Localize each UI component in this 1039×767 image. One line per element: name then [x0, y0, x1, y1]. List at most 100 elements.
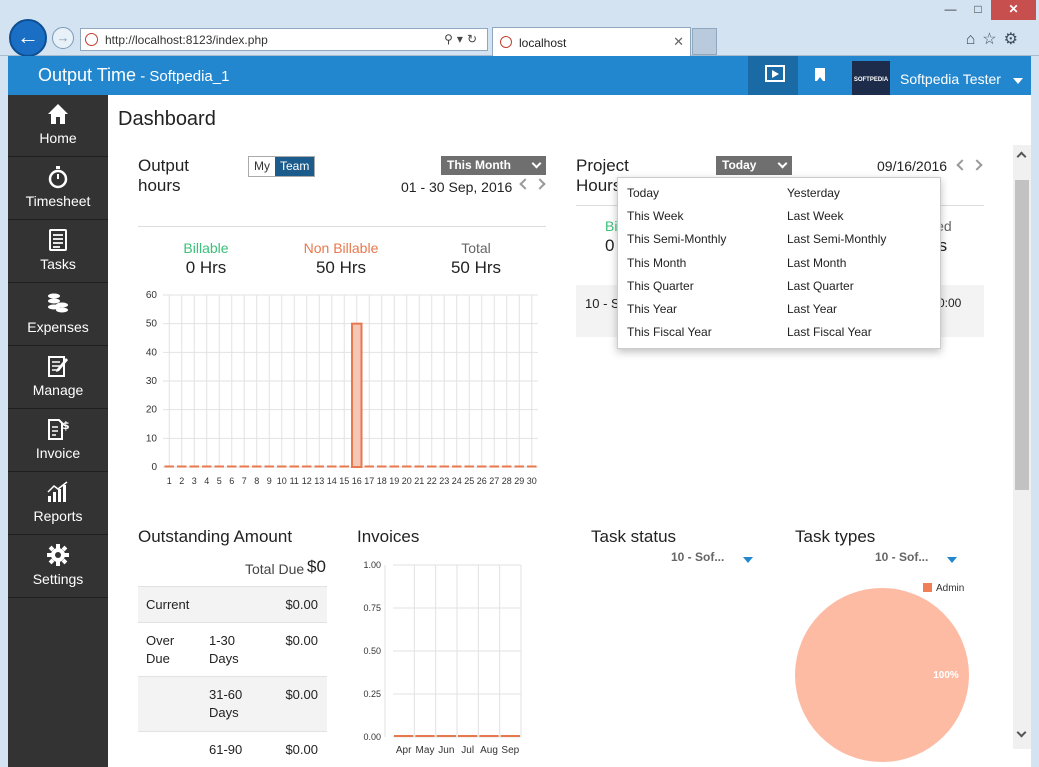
total-due-label: Total Due	[245, 561, 305, 577]
scroll-thumb[interactable]	[1015, 180, 1029, 490]
play-timer-button[interactable]	[748, 56, 798, 95]
app-header: Output Time - Softpedia_1 SOFTPEDIA Soft…	[8, 56, 1031, 99]
table-row: 31-60 Days $0.00	[138, 676, 327, 731]
x-tick-label: 25	[464, 476, 474, 486]
bar	[202, 465, 212, 468]
bar	[394, 735, 414, 737]
bar	[164, 465, 174, 468]
sidebar-item-invoice[interactable]: $ Invoice	[8, 410, 108, 472]
project-period-select[interactable]: Today	[716, 156, 792, 175]
menu-item-this-fiscal-year[interactable]: This Fiscal Year	[627, 325, 712, 339]
bar	[351, 322, 363, 468]
y-tick-label: 50	[146, 319, 158, 330]
avatar[interactable]: SOFTPEDIA	[852, 61, 890, 99]
bookmark-icon[interactable]	[815, 68, 825, 81]
next-day-icon[interactable]	[971, 159, 983, 171]
menu-item-this-quarter[interactable]: This Quarter	[627, 279, 694, 293]
menu-item-this-week[interactable]: This Week	[627, 209, 684, 223]
sidebar-item-expenses[interactable]: Expenses	[8, 284, 108, 346]
scroll-up-icon[interactable]	[1016, 151, 1027, 162]
output-period-select[interactable]: This Month	[441, 156, 546, 175]
user-name[interactable]: Softpedia Tester	[900, 71, 1001, 87]
table-row: Current $0.00	[138, 586, 327, 622]
browser-tab[interactable]: localhost ✕	[492, 27, 691, 56]
address-bar[interactable]: http://localhost:8123/index.php ⚲▾↻	[80, 28, 488, 51]
browser-toolbar-icons[interactable]: ⌂☆⚙	[965, 31, 1025, 48]
forward-button[interactable]: →	[52, 27, 74, 49]
sidebar-item-settings[interactable]: Settings	[8, 536, 108, 598]
address-tools-icon[interactable]: ⚲▾↻	[444, 32, 481, 46]
menu-item-last-fiscal-year[interactable]: Last Fiscal Year	[787, 325, 872, 339]
chevron-down-icon	[777, 158, 788, 169]
app-title[interactable]: Output Time - Softpedia_1	[38, 65, 229, 86]
sidebar-item-tasks[interactable]: Tasks	[8, 221, 108, 283]
minimize-icon[interactable]: —	[944, 2, 957, 16]
x-tick-label: 1	[167, 476, 172, 486]
menu-item-this-month[interactable]: This Month	[627, 256, 687, 270]
bar	[479, 735, 499, 737]
bar	[239, 465, 249, 468]
sidebar-item-home[interactable]: Home	[8, 95, 108, 157]
tab-close-icon[interactable]: ✕	[673, 34, 684, 49]
table-cell: $0.00	[285, 597, 318, 612]
bar	[227, 465, 237, 468]
user-menu-caret-icon[interactable]	[1013, 78, 1023, 84]
bar	[264, 465, 274, 468]
invoices-chart: 0.00 0.25 0.50 0.75 1.00 Apr May Jun Jul Aug Sep	[363, 560, 522, 756]
sidebar-item-reports[interactable]: Reports	[8, 473, 108, 535]
sidebar-item-manage[interactable]: Manage	[8, 347, 108, 409]
menu-item-last-month[interactable]: Last Month	[787, 256, 847, 270]
nonbillable-label: Non Billable	[303, 240, 379, 256]
task-types-select[interactable]: 10 - Sof...	[875, 550, 929, 564]
menu-item-this-year[interactable]: This Year	[627, 302, 678, 316]
tasks-icon	[49, 229, 67, 251]
task-status-select[interactable]: 10 - Sof...	[671, 550, 725, 564]
menu-item-last-quarter[interactable]: Last Quarter	[787, 279, 854, 293]
toggle-my-button[interactable]: My	[249, 157, 275, 176]
legend-swatch	[923, 583, 932, 592]
play-icon	[765, 65, 785, 82]
y-tick-label: 60	[146, 290, 158, 301]
total-due-value: $0	[307, 557, 326, 576]
prev-period-icon[interactable]	[519, 178, 531, 190]
x-tick-label: 24	[452, 476, 462, 486]
toggle-team-button[interactable]: Team	[275, 157, 315, 176]
project-billable-label: Bi	[605, 218, 618, 234]
table-cell: 1-30 Days	[209, 633, 239, 666]
project-hours-title: Project Hours	[576, 156, 629, 195]
menu-item-last-semi-monthly[interactable]: Last Semi-Monthly	[787, 232, 887, 246]
menu-item-last-year[interactable]: Last Year	[787, 302, 838, 316]
y-tick-label: 1.00	[363, 560, 381, 570]
new-tab-button[interactable]	[692, 28, 717, 55]
bar	[500, 735, 520, 737]
bar	[177, 465, 187, 468]
y-tick-label: 0.00	[363, 732, 381, 742]
invoice-icon: $	[48, 419, 70, 440]
bar	[389, 465, 399, 468]
sidebar: Home Timesheet Tasks Expenses Manage $ I…	[8, 95, 108, 767]
x-tick-label: 19	[389, 476, 399, 486]
prev-day-icon[interactable]	[956, 159, 968, 171]
menu-item-this-semi-monthly[interactable]: This Semi-Monthly	[627, 232, 727, 246]
total-stat: Total 50 Hrs	[411, 240, 541, 278]
x-tick-label: 6	[229, 476, 234, 486]
y-tick-label: 30	[146, 376, 158, 387]
menu-item-last-week[interactable]: Last Week	[787, 209, 844, 223]
vertical-scrollbar[interactable]	[1013, 145, 1031, 749]
scroll-down-icon[interactable]	[1016, 727, 1027, 738]
menu-item-yesterday[interactable]: Yesterday	[787, 186, 840, 200]
back-button[interactable]: ←	[9, 19, 47, 57]
maximize-icon[interactable]: □	[974, 2, 982, 16]
caret-down-icon[interactable]	[947, 557, 957, 563]
project-date: 09/16/2016	[877, 158, 948, 174]
sidebar-item-timesheet[interactable]: Timesheet	[8, 158, 108, 220]
x-tick-label: 9	[267, 476, 272, 486]
bar	[514, 465, 524, 468]
x-tick-label: Aug	[480, 745, 498, 756]
menu-item-today[interactable]: Today	[627, 186, 660, 200]
x-tick-label: 18	[377, 476, 387, 486]
project-row-value: 0:00	[938, 296, 962, 310]
caret-down-icon[interactable]	[743, 557, 753, 563]
close-icon[interactable]: ✕	[991, 0, 1036, 20]
next-period-icon[interactable]	[534, 178, 546, 190]
